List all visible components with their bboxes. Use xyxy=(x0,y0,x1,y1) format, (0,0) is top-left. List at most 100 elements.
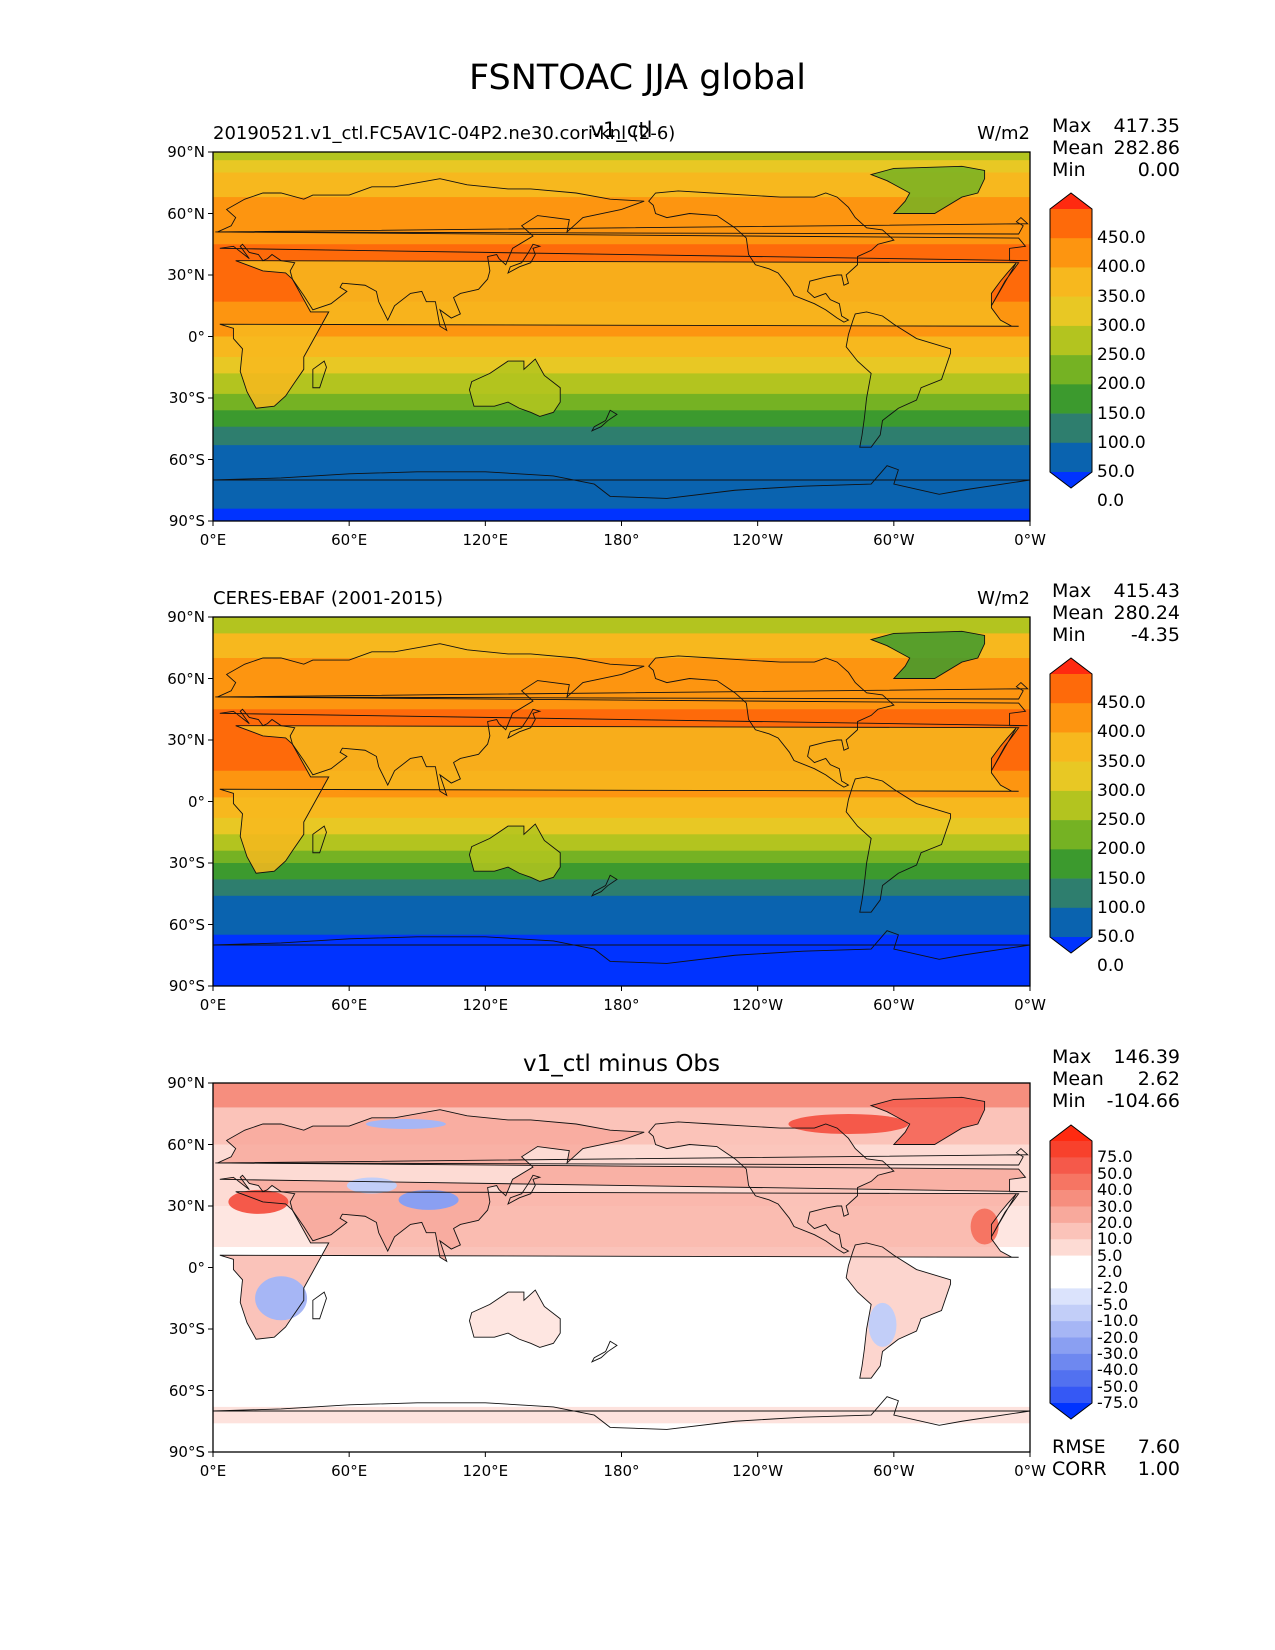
colorbar-tick-label: 350.0 xyxy=(1097,751,1146,772)
coastline-britain xyxy=(215,681,1029,700)
lon-tick-label: 0°E xyxy=(199,1462,227,1480)
colorbar-extend-min xyxy=(1050,1403,1092,1419)
colorbar-extend-max xyxy=(1050,193,1092,209)
colorbar-outline xyxy=(1049,192,1093,489)
colorbar-tick-label: 350.0 xyxy=(1097,286,1146,307)
colorbar-segment xyxy=(1050,1272,1092,1289)
stat-label-mean: Mean xyxy=(1052,1068,1104,1090)
lat-band xyxy=(213,357,1030,374)
lon-tick-label: 180° xyxy=(603,996,640,1014)
lat-tick-label: 30°S xyxy=(168,854,205,872)
coastline-japan xyxy=(507,708,542,739)
colorbar-segment xyxy=(1050,296,1092,327)
coastline-greenland xyxy=(869,165,986,214)
colorbar xyxy=(1049,192,1093,489)
coastline-antarctica xyxy=(212,1396,1031,1430)
colorbar-tick-label: 150.0 xyxy=(1097,868,1146,889)
lon-tick-label: 120°E xyxy=(462,1462,509,1480)
colorbar xyxy=(1049,657,1093,954)
coastline-madagascar xyxy=(312,825,327,854)
colorbar-segment xyxy=(1050,413,1092,444)
coastline-newzealand xyxy=(590,874,618,897)
panel-units: W/m2 xyxy=(977,123,1030,144)
lon-tick-label: 60°W xyxy=(873,531,915,549)
coastline-greenland xyxy=(869,630,986,679)
land-shade-australia xyxy=(469,824,561,882)
stat-label-mean: Mean xyxy=(1052,602,1104,624)
colorbar-segment xyxy=(1050,1386,1092,1404)
coastline-japan xyxy=(507,243,542,274)
colorbar-segment xyxy=(1050,1239,1092,1256)
lon-tick-label: 60°E xyxy=(331,1462,368,1480)
colorbar-tick-label: 100.0 xyxy=(1097,432,1146,453)
colorbar-segment xyxy=(1050,674,1092,704)
stat-value-max: 415.43 xyxy=(1113,580,1180,602)
stat-label-corr: CORR xyxy=(1052,1458,1107,1480)
colorbar-segment xyxy=(1050,1353,1092,1371)
stat-label-min: Min xyxy=(1052,159,1086,181)
lon-tick-label: 120°W xyxy=(732,996,784,1014)
lat-tick-label: 60°S xyxy=(168,1381,205,1400)
lat-band xyxy=(213,834,1030,852)
colorbar-segment xyxy=(1050,1321,1092,1338)
lon-tick-label: 60°W xyxy=(873,1462,915,1480)
colorbar-tick-label: 50.0 xyxy=(1097,1163,1133,1183)
colorbar-segment xyxy=(1050,1222,1092,1240)
diff-anomaly xyxy=(255,1276,308,1321)
colorbar-tick-label: 50.0 xyxy=(1097,927,1135,947)
lat-tick-label: 90°S xyxy=(168,512,205,530)
diff-anomaly xyxy=(398,1189,459,1210)
stat-label-rmse: RMSE xyxy=(1052,1436,1106,1458)
stat-value-mean: 280.24 xyxy=(1113,602,1180,624)
colorbar-outline xyxy=(1049,1124,1093,1420)
coastline-northamerica xyxy=(648,1121,895,1254)
colorbar-tick-label: 250.0 xyxy=(1097,810,1146,831)
colorbar-segment xyxy=(1050,1157,1092,1175)
colorbar-tick-label: 100.0 xyxy=(1097,897,1146,918)
panel-left-title: 20190521.v1_ctl.FC5AV1C-04P2.ne30.cori-k… xyxy=(213,123,676,144)
colorbar-tick-label: 0.0 xyxy=(1097,491,1125,512)
colorbar-tick-label: 2.0 xyxy=(1097,1262,1123,1281)
colorbar-segment xyxy=(1050,761,1092,792)
lat-band xyxy=(213,373,1030,395)
diff-anomaly xyxy=(346,1177,397,1194)
lat-tick-label: 30°N xyxy=(167,1197,205,1215)
colorbar-segment xyxy=(1050,267,1092,297)
colorbar-tick-label: 300.0 xyxy=(1097,780,1146,801)
colorbar-segment xyxy=(1050,849,1092,879)
stat-value-min: 0.00 xyxy=(1137,159,1180,181)
stat-value-mean: 2.62 xyxy=(1137,1068,1180,1090)
colorbar-tick-label: 5.0 xyxy=(1097,1245,1123,1265)
lat-band xyxy=(213,617,1030,634)
lat-band xyxy=(213,863,1030,880)
colorbar-tick-label: 450.0 xyxy=(1097,228,1146,249)
lat-tick-label: 30°S xyxy=(168,1320,205,1338)
colorbar-tick-label: 75.0 xyxy=(1097,1147,1133,1167)
colorbar-extend-max xyxy=(1050,658,1092,674)
lat-band xyxy=(213,152,1030,161)
stat-value-min: -4.35 xyxy=(1130,624,1180,646)
lat-band xyxy=(213,920,1030,936)
coastline-antarctica xyxy=(212,930,1031,964)
coastline-japan xyxy=(507,1174,542,1205)
colorbar-segment xyxy=(1050,1255,1092,1273)
colorbar-tick-label: -50.0 xyxy=(1097,1376,1139,1396)
lat-tick-label: 60°S xyxy=(168,915,205,934)
colorbar-segment xyxy=(1050,732,1092,762)
diff-anomaly xyxy=(365,1119,446,1129)
colorbar-tick-label: 200.0 xyxy=(1097,839,1146,860)
coastline-africa xyxy=(219,260,1020,409)
lon-tick-label: 0°W xyxy=(1014,1462,1046,1480)
colorbar-tick-label: -40.0 xyxy=(1097,1360,1139,1380)
lon-tick-label: 0°W xyxy=(1014,531,1046,549)
stat-value-mean: 282.86 xyxy=(1113,137,1180,159)
lat-tick-label: 90°S xyxy=(168,977,205,995)
colorbar-segment xyxy=(1050,878,1092,909)
colorbar-tick-label: -5.0 xyxy=(1097,1294,1129,1314)
coastline-australia xyxy=(468,358,561,417)
lat-band xyxy=(213,426,1030,446)
lat-band xyxy=(213,160,1030,173)
